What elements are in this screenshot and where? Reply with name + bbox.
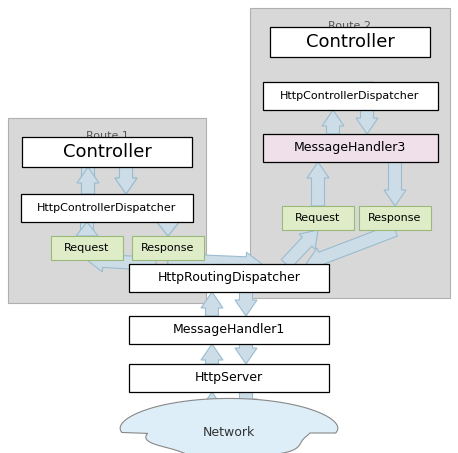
Text: MessageHandler3: MessageHandler3 bbox=[294, 141, 406, 154]
Polygon shape bbox=[307, 162, 329, 206]
Polygon shape bbox=[163, 250, 185, 272]
Bar bbox=[262, 82, 437, 110]
Polygon shape bbox=[356, 82, 378, 110]
Text: Controller: Controller bbox=[305, 33, 394, 51]
Polygon shape bbox=[199, 258, 221, 272]
Bar bbox=[21, 194, 193, 222]
Bar bbox=[270, 27, 430, 57]
Text: HttpRoutingDispatcher: HttpRoutingDispatcher bbox=[158, 271, 300, 284]
Text: Route 1: Route 1 bbox=[86, 131, 128, 141]
Polygon shape bbox=[201, 344, 223, 364]
Bar bbox=[132, 236, 204, 260]
Bar bbox=[129, 316, 329, 344]
Polygon shape bbox=[76, 208, 98, 236]
Bar bbox=[22, 137, 192, 167]
Polygon shape bbox=[87, 250, 156, 272]
Polygon shape bbox=[322, 110, 344, 134]
Polygon shape bbox=[281, 230, 318, 269]
Text: Network: Network bbox=[203, 427, 255, 439]
Polygon shape bbox=[157, 222, 179, 236]
Text: Request: Request bbox=[64, 243, 109, 253]
Polygon shape bbox=[120, 399, 338, 453]
Text: HttpControllerDispatcher: HttpControllerDispatcher bbox=[37, 203, 177, 213]
Text: Route 2: Route 2 bbox=[328, 21, 371, 31]
Text: MessageHandler1: MessageHandler1 bbox=[173, 323, 285, 337]
Bar bbox=[8, 118, 206, 303]
Polygon shape bbox=[77, 151, 99, 194]
Text: HttpServer: HttpServer bbox=[195, 371, 263, 385]
Bar bbox=[282, 206, 354, 230]
Polygon shape bbox=[201, 292, 223, 316]
Bar bbox=[51, 236, 123, 260]
Polygon shape bbox=[157, 222, 179, 236]
Polygon shape bbox=[115, 167, 137, 194]
Bar bbox=[359, 206, 431, 230]
Text: HttpControllerDispatcher: HttpControllerDispatcher bbox=[280, 91, 420, 101]
Bar bbox=[262, 134, 437, 162]
Polygon shape bbox=[306, 224, 398, 269]
Text: Response: Response bbox=[368, 213, 422, 223]
Bar bbox=[129, 264, 329, 292]
Polygon shape bbox=[201, 392, 223, 408]
Bar bbox=[250, 8, 450, 298]
Polygon shape bbox=[235, 392, 257, 415]
Text: Response: Response bbox=[142, 243, 195, 253]
Polygon shape bbox=[77, 167, 99, 194]
Polygon shape bbox=[115, 167, 137, 194]
Polygon shape bbox=[235, 292, 257, 316]
Polygon shape bbox=[384, 162, 406, 206]
Polygon shape bbox=[356, 110, 378, 134]
Polygon shape bbox=[322, 82, 344, 110]
Polygon shape bbox=[76, 222, 98, 236]
Text: Controller: Controller bbox=[63, 143, 152, 161]
Bar bbox=[129, 364, 329, 392]
Text: Request: Request bbox=[295, 213, 341, 223]
Polygon shape bbox=[235, 344, 257, 364]
Polygon shape bbox=[168, 252, 262, 275]
